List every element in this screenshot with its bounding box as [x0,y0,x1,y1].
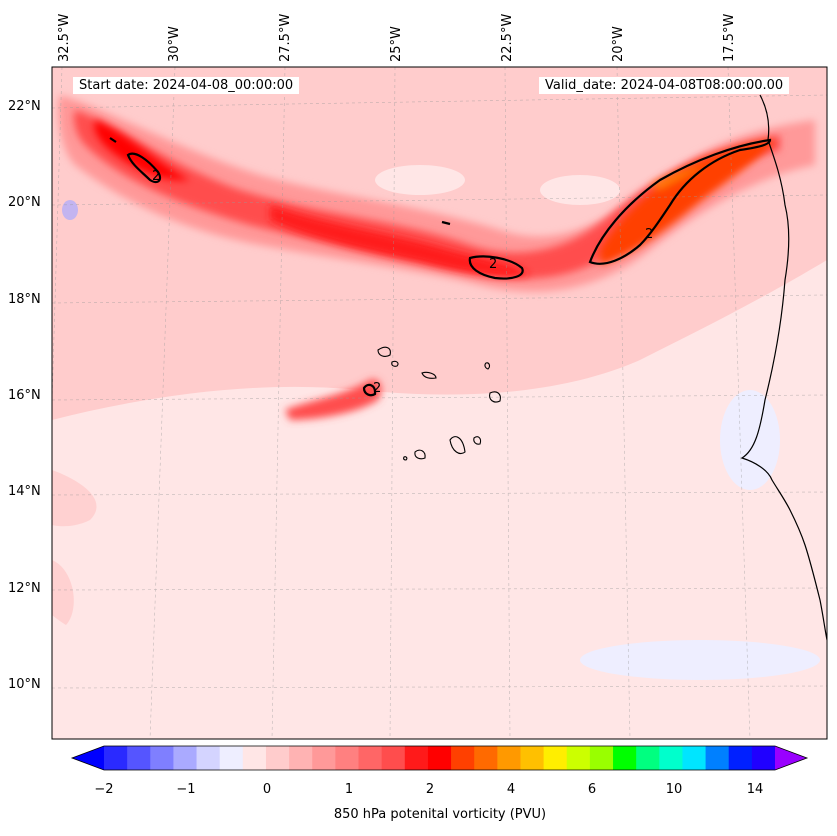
contour-label: 2 [152,169,160,184]
colorbar-title: 850 hPa potenital vorticity (PVU) [333,807,547,822]
pv-band-core-2 [270,205,530,277]
colorbar-swatch [613,746,637,770]
colorbar-tick: 2 [426,782,434,797]
start-date-label: Start date: 2024-04-08_00:00:00 [73,77,300,94]
lon-tick-labels: 32.5°W 30°W 27.5°W 25°W 22.5°W 20°W 17.5… [57,14,737,62]
contour-label: 2 [373,381,381,396]
colorbar-frame [70,745,809,771]
lon-tick: 27.5°W [278,14,293,62]
colorbar-extend-max [775,746,807,770]
colorbar-tick: 10 [666,782,683,797]
valid-date-label: Valid_date: 2024-04-08T08:00:00.00 [539,77,790,94]
colorbar-swatch [751,746,776,770]
pv-lowregion-2 [720,390,780,490]
colorbar-swatch [682,746,707,770]
lat-tick: 10°N [8,677,41,692]
colorbar-swatch [312,746,336,770]
colorbar-swatch [335,746,360,770]
colorbar-swatch [289,746,313,770]
colorbar-swatch [474,746,498,770]
pv-region-pale-south [52,470,97,527]
colorbar-swatch [404,746,429,770]
lat-tick: 14°N [8,484,41,499]
pv-contour-2 [109,137,772,397]
colorbar-swatch [265,746,290,770]
colorbar-swatch [104,746,128,770]
lon-tick: 17.5°W [722,14,737,62]
lat-tick-labels: 22°N 20°N 18°N 16°N 14°N 12°N 10°N [8,99,41,692]
colorbar-swatch [242,746,267,770]
map-frame [51,66,828,740]
colorbar-swatch [173,746,198,770]
contour-label: 2 [489,257,497,272]
pv-field: 2 2 2 2 [52,67,827,739]
lon-tick: 20°W [611,26,626,62]
colorbar-tick: −1 [176,782,195,797]
colorbar-swatch [728,746,753,770]
lat-tick: 16°N [8,388,41,403]
colorbar-tick: 14 [747,782,764,797]
colorbar-swatch [543,746,568,770]
lon-tick: 32.5°W [57,14,72,62]
colorbar-swatch [427,746,452,770]
pv-lowregion-3 [580,640,820,680]
colorbar-swatch [659,746,683,770]
colorbar-swatch [705,746,730,770]
pv-region-pale-south-2 [52,560,74,625]
colorbar-swatch [636,746,660,770]
lat-tick: 12°N [8,581,41,596]
lat-tick: 20°N [8,195,41,210]
pv-band-core-4 [650,165,705,190]
lon-tick: 30°W [167,26,182,62]
cape-verde-islands [377,346,501,461]
lon-tick: 25°W [389,26,404,62]
colorbar-tick: −2 [94,782,113,797]
colorbar-tick: 0 [263,782,271,797]
colorbar-swatch [497,746,521,770]
colorbar-swatch [219,746,244,770]
coastline-africa [740,94,827,641]
lon-tick: 22.5°W [500,14,515,62]
pv-island-blob [285,379,382,420]
lat-tick: 18°N [8,292,41,307]
colorbar-tick-labels: −2 −1 0 1 2 4 6 10 14 [94,782,763,797]
pv-contour-labels: 2 2 2 2 [152,169,653,396]
lat-tick: 22°N [8,99,41,114]
colorbar-swatch [381,746,406,770]
graticule [52,67,827,739]
colorbar [70,745,809,771]
colorbar-tick: 4 [507,782,515,797]
colorbar-swatch [589,746,614,770]
colorbar-tick: 6 [588,782,596,797]
colorbar-swatch [451,746,475,770]
colorbar-swatch [520,746,545,770]
colorbar-extend-min [72,746,104,770]
colorbar-swatch [196,746,221,770]
colorbar-swatch [150,746,174,770]
colorbar-swatch [358,746,383,770]
pv-lowregion-1 [62,200,78,220]
pv-band-core [94,120,190,181]
contour-label: 2 [645,227,653,242]
pv-lowregion-5 [375,165,465,195]
pv-lowregion-4 [540,175,620,205]
colorbar-swatch [127,746,151,770]
colorbar-tick: 1 [345,782,353,797]
map-panel: 2 2 2 2 [51,66,828,740]
colorbar-swatch [566,746,591,770]
